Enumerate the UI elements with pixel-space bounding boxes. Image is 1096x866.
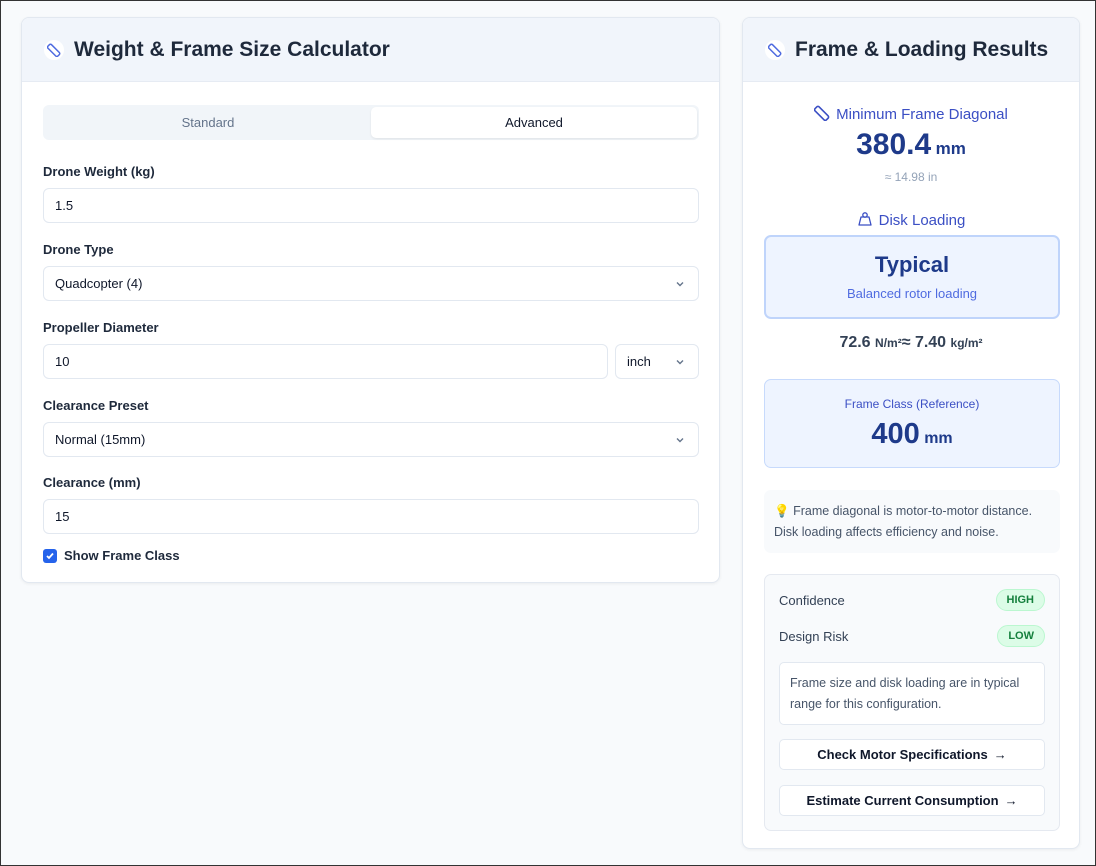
checkmark-icon bbox=[43, 548, 57, 563]
chevron-down-icon bbox=[676, 438, 684, 443]
diag-label-row: Minimum Frame Diagonal bbox=[743, 105, 1079, 123]
diag-value: 380.4 bbox=[856, 128, 932, 161]
ruler-icon bbox=[813, 105, 830, 122]
disk-class: Typical bbox=[874, 252, 950, 277]
chevron-down-icon bbox=[676, 282, 684, 287]
results-header: Frame & Loading Results bbox=[743, 18, 1079, 82]
assessment-panel: Confidence HIGH Design Risk LOW Frame size… bbox=[764, 574, 1060, 831]
diag-unit: mm bbox=[935, 139, 966, 158]
weight-input[interactable]: 1.5 bbox=[43, 188, 699, 223]
disk-kg: 7.40 bbox=[914, 334, 947, 351]
confidence-badge: HIGH bbox=[995, 589, 1045, 611]
confidence-label: Confidence bbox=[779, 592, 845, 608]
weight-icon bbox=[857, 212, 872, 226]
confidence-row: Confidence HIGH bbox=[779, 589, 1045, 611]
arrow-right-icon: → bbox=[1004, 793, 1018, 808]
weight-label: Drone Weight (kg) bbox=[43, 164, 155, 179]
risk-row: Design Risk LOW bbox=[779, 625, 1045, 647]
lightbulb-icon: 💡 bbox=[774, 504, 790, 518]
ruler-icon bbox=[765, 39, 785, 60]
frame-class-label: Frame Class (Reference) bbox=[844, 397, 980, 411]
calculator-header: Weight & Frame Size Calculator bbox=[22, 18, 719, 82]
calculator-title: Weight & Frame Size Calculator bbox=[74, 37, 390, 61]
tip-text: Frame diagonal is motor-to-motor distanc… bbox=[774, 504, 1033, 539]
prop-unit-select[interactable]: inch bbox=[615, 344, 699, 379]
diag-label: Minimum Frame Diagonal bbox=[836, 106, 1008, 123]
frame-class-value: 400 bbox=[871, 418, 920, 450]
disk-nm-unit: N/m² bbox=[875, 336, 902, 350]
results-card: Frame & Loading Results Minimum Frame Di… bbox=[742, 17, 1080, 849]
tip-box: 💡 Frame diagonal is motor-to-motor dista… bbox=[764, 490, 1060, 553]
summary-text: Frame size and disk loading are in typic… bbox=[779, 662, 1045, 725]
frame-class-unit: mm bbox=[924, 430, 953, 447]
chevron-down-icon bbox=[676, 360, 684, 365]
disk-label: Disk Loading bbox=[878, 212, 966, 229]
clearance-preset-value: Normal (15mm) bbox=[55, 432, 146, 447]
disk-nm: 72.6 bbox=[839, 334, 871, 351]
show-frame-class-checkbox[interactable]: Show Frame Class bbox=[43, 548, 180, 563]
clearance-preset-select[interactable]: Normal (15mm) bbox=[43, 422, 699, 457]
disk-loading-panel: Typical Balanced rotor loading bbox=[764, 235, 1060, 319]
clearance-input[interactable]: 15 bbox=[43, 499, 699, 534]
type-label: Drone Type bbox=[43, 242, 114, 257]
risk-label: Design Risk bbox=[779, 628, 849, 644]
frame-class-panel: Frame Class (Reference) 400 mm bbox=[764, 379, 1060, 468]
prop-unit-value: inch bbox=[627, 354, 651, 369]
disk-kg-unit: kg/m² bbox=[950, 336, 983, 350]
check-motor-button[interactable]: Check Motor Specifications → bbox=[779, 739, 1045, 770]
mode-tabs: Standard Advanced bbox=[43, 105, 699, 140]
arrow-right-icon: → bbox=[993, 747, 1007, 762]
disk-desc: Balanced rotor loading bbox=[846, 286, 978, 301]
prop-diameter-input[interactable]: 10 bbox=[43, 344, 608, 379]
risk-badge: LOW bbox=[997, 625, 1045, 647]
estimate-current-button[interactable]: Estimate Current Consumption → bbox=[779, 785, 1045, 816]
diag-value-row: 380.4 mm bbox=[743, 128, 1079, 162]
disk-values: 72.6 N/m²≈ 7.40 kg/m² bbox=[743, 334, 1079, 352]
prop-label: Propeller Diameter bbox=[43, 320, 159, 335]
check-motor-label: Check Motor Specifications bbox=[817, 747, 988, 762]
drone-type-value: Quadcopter (4) bbox=[55, 276, 143, 291]
show-frame-class-label: Show Frame Class bbox=[64, 548, 180, 563]
tab-standard[interactable]: Standard bbox=[181, 115, 235, 130]
estimate-current-label: Estimate Current Consumption bbox=[806, 793, 999, 808]
frame-class-value-row: 400 mm bbox=[765, 418, 1059, 451]
clearance-label: Clearance (mm) bbox=[43, 475, 141, 490]
approx-sign: ≈ bbox=[901, 334, 911, 351]
ruler-icon bbox=[44, 39, 64, 60]
calculator-card: Weight & Frame Size Calculator Standard … bbox=[21, 17, 720, 583]
tab-advanced[interactable]: Advanced bbox=[371, 107, 697, 138]
preset-label: Clearance Preset bbox=[43, 398, 149, 413]
drone-type-select[interactable]: Quadcopter (4) bbox=[43, 266, 699, 301]
disk-label-row: Disk Loading bbox=[743, 211, 1079, 229]
diag-inches: ≈ 14.98 in bbox=[884, 170, 938, 184]
results-title: Frame & Loading Results bbox=[795, 37, 1049, 61]
